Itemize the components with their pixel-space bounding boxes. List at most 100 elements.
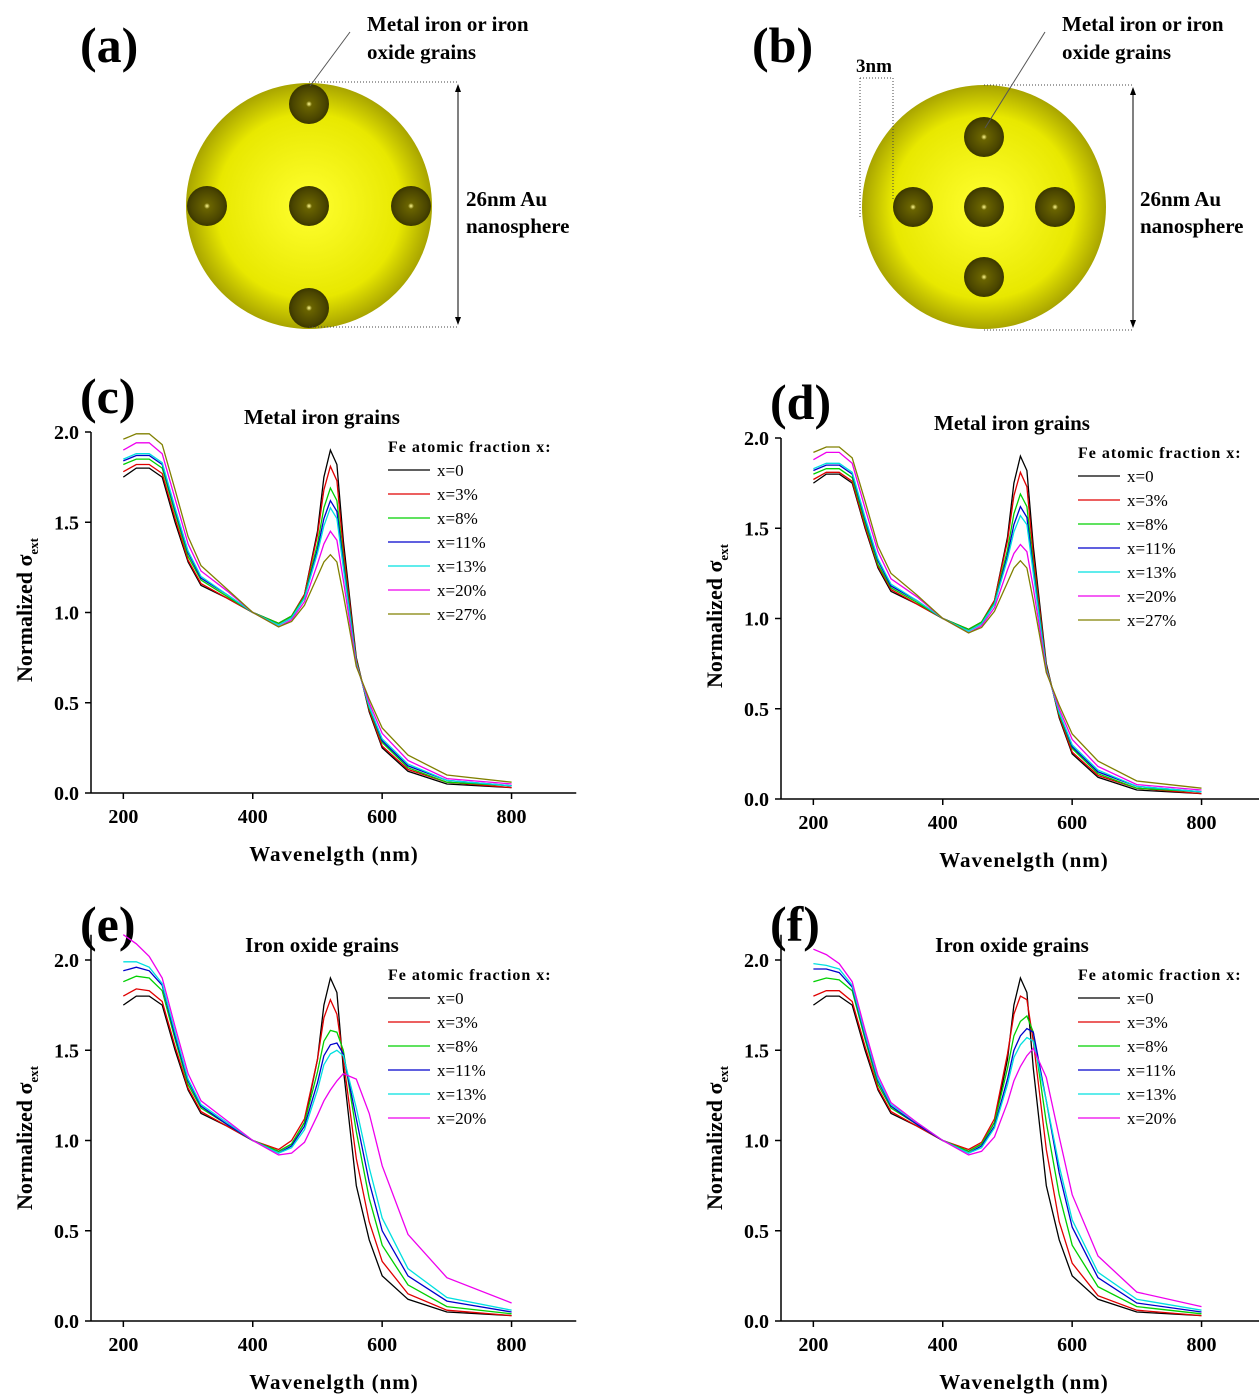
legend-label: x=20% bbox=[1127, 587, 1176, 606]
x-tick-label: 400 bbox=[238, 1334, 268, 1356]
legend-label: x=0 bbox=[1127, 989, 1154, 1008]
legend-label: x=11% bbox=[437, 1061, 486, 1080]
legend-label: x=0 bbox=[1127, 467, 1154, 486]
diagram-b: (b) 3nm Metal iron or iron oxide grains … bbox=[752, 12, 1243, 331]
y-tick-label: 1.0 bbox=[54, 1131, 79, 1153]
y-tick-label: 0.5 bbox=[54, 693, 79, 715]
legend-label: x=3% bbox=[437, 1013, 478, 1032]
y-axis-label-main: Normalized σ bbox=[12, 555, 37, 682]
legend-label: x=0 bbox=[437, 989, 464, 1008]
annotation: Metal iron or iron bbox=[1062, 12, 1224, 36]
y-axis-label: Normalized σext bbox=[702, 1065, 731, 1210]
panel-label: (a) bbox=[80, 17, 138, 73]
size-label: 26nm Au bbox=[1140, 187, 1221, 211]
y-tick-label: 2.0 bbox=[54, 422, 79, 444]
x-tick-label: 800 bbox=[1187, 1334, 1217, 1356]
legend-label: x=13% bbox=[437, 1085, 486, 1104]
series-line bbox=[122, 988, 512, 1317]
grain bbox=[289, 186, 329, 226]
legend-label: x=13% bbox=[437, 557, 486, 576]
y-axis-label-subscript: ext bbox=[26, 537, 41, 554]
panel-label: (f) bbox=[770, 896, 820, 952]
y-axis-label-subscript: ext bbox=[716, 1065, 731, 1082]
y-axis-label: Normalized σext bbox=[12, 537, 41, 682]
grain bbox=[1035, 187, 1075, 227]
y-tick-label: 1.0 bbox=[54, 603, 79, 625]
x-axis-label: Wavenelgth (nm) bbox=[249, 842, 419, 866]
y-axis-label: Normalized σext bbox=[12, 1065, 41, 1210]
series-line bbox=[813, 962, 1202, 1311]
y-tick-label: 2.0 bbox=[744, 428, 769, 450]
chart-title: Metal iron grains bbox=[244, 405, 400, 429]
legend-label: x=11% bbox=[1127, 1061, 1176, 1080]
y-tick-label: 1.5 bbox=[744, 1040, 769, 1062]
series-line bbox=[123, 966, 512, 1313]
y-tick-label: 1.5 bbox=[54, 512, 79, 534]
series-line bbox=[813, 990, 1202, 1317]
y-tick-label: 0.5 bbox=[744, 1221, 769, 1243]
y-tick-label: 1.0 bbox=[744, 609, 769, 631]
annotation: oxide grains bbox=[1062, 40, 1171, 64]
x-tick-label: 200 bbox=[798, 1334, 828, 1356]
leader-line bbox=[309, 31, 351, 87]
size-label: nanosphere bbox=[466, 214, 569, 238]
legend-label: x=13% bbox=[1127, 563, 1176, 582]
x-tick-label: 400 bbox=[928, 812, 958, 834]
x-tick-label: 800 bbox=[1187, 812, 1217, 834]
x-tick-label: 600 bbox=[367, 806, 397, 828]
legend-label: x=27% bbox=[437, 605, 486, 624]
panel-label: (e) bbox=[80, 896, 136, 952]
y-axis-label-subscript: ext bbox=[26, 1065, 41, 1082]
grain bbox=[964, 117, 1004, 157]
series-line bbox=[813, 451, 1202, 791]
legend-label: x=27% bbox=[1127, 611, 1176, 630]
series-line bbox=[123, 975, 512, 1315]
diagram-a: (a) Metal iron or iron oxide grains 26nm… bbox=[80, 12, 569, 329]
series-line bbox=[123, 433, 512, 783]
panel-label: (b) bbox=[752, 17, 813, 73]
annotation: Metal iron or iron bbox=[367, 12, 529, 36]
y-tick-label: 0.0 bbox=[54, 783, 79, 805]
legend-title: Fe atomic fraction x: bbox=[1078, 967, 1242, 984]
chart-title: Metal iron grains bbox=[934, 411, 1090, 435]
legend-label: x=11% bbox=[1127, 539, 1176, 558]
annotation: oxide grains bbox=[367, 40, 476, 64]
legend-label: x=3% bbox=[1127, 491, 1168, 510]
series-line bbox=[813, 446, 1202, 789]
y-axis-label-main: Normalized σ bbox=[702, 1083, 727, 1210]
y-axis-label-main: Normalized σ bbox=[702, 561, 727, 688]
panel-label: (c) bbox=[80, 368, 136, 424]
y-tick-label: 2.0 bbox=[54, 950, 79, 972]
legend-label: x=8% bbox=[1127, 1037, 1168, 1056]
y-tick-label: 0.5 bbox=[54, 1221, 79, 1243]
legend-label: x=20% bbox=[437, 581, 486, 600]
x-axis-label: Wavenelgth (nm) bbox=[249, 1370, 419, 1394]
series-line bbox=[813, 977, 1202, 1315]
legend-label: x=8% bbox=[437, 1037, 478, 1056]
x-axis-label: Wavenelgth (nm) bbox=[939, 1370, 1109, 1394]
offset-label: 3nm bbox=[856, 56, 892, 77]
grain bbox=[391, 186, 431, 226]
y-tick-label: 0.0 bbox=[744, 1311, 769, 1333]
size-label: nanosphere bbox=[1140, 214, 1243, 238]
y-tick-label: 1.0 bbox=[744, 1131, 769, 1153]
legend-title: Fe atomic fraction x: bbox=[388, 967, 552, 984]
y-tick-label: 1.5 bbox=[744, 518, 769, 540]
x-tick-label: 400 bbox=[928, 1334, 958, 1356]
legend-title: Fe atomic fraction x: bbox=[1078, 445, 1242, 462]
legend-label: x=8% bbox=[437, 509, 478, 528]
series-line bbox=[122, 442, 512, 785]
x-tick-label: 200 bbox=[798, 812, 828, 834]
chart-title: Iron oxide grains bbox=[935, 933, 1089, 957]
x-tick-label: 800 bbox=[497, 1334, 527, 1356]
series-line bbox=[123, 961, 512, 1311]
y-tick-label: 0.0 bbox=[54, 1311, 79, 1333]
y-tick-label: 0.5 bbox=[744, 699, 769, 721]
legend-title: Fe atomic fraction x: bbox=[388, 439, 552, 456]
y-axis-label: Normalized σext bbox=[702, 543, 731, 688]
legend-label: x=20% bbox=[1127, 1109, 1176, 1128]
leader-line bbox=[984, 31, 1046, 129]
x-tick-label: 600 bbox=[1057, 812, 1087, 834]
panel-label: (d) bbox=[770, 374, 831, 430]
